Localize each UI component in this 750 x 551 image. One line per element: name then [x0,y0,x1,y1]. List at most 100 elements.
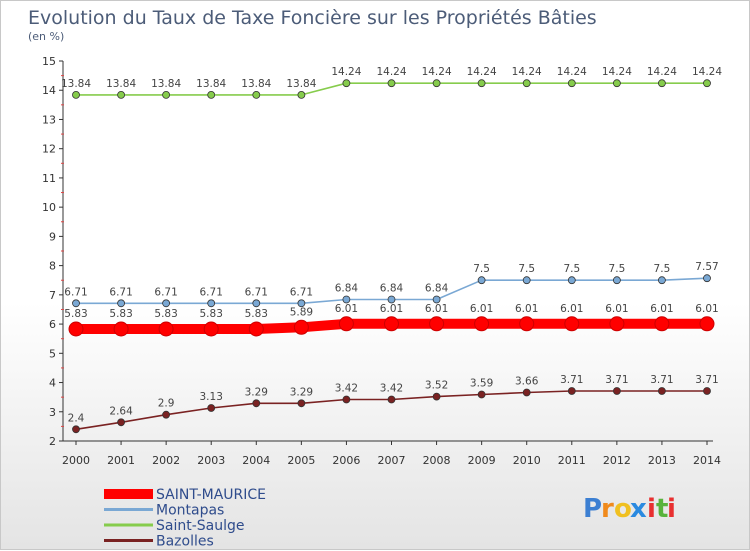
data-label: 13.84 [151,78,181,90]
legend: SAINT-MAURICEMontapasSaint-SaulgeBazolle… [104,487,266,550]
legend-label: Montapas [156,503,224,519]
data-label: 6.01 [650,303,673,315]
legend-label: Bazolles [156,534,214,550]
x-tick-label: 2010 [513,454,541,467]
data-point [387,395,396,404]
data-point [297,299,306,308]
data-point [613,387,621,395]
data-point [297,91,306,99]
data-label: 5.83 [154,308,177,320]
data-point [68,321,84,337]
data-point [703,274,711,283]
data-point [613,276,621,285]
data-label: 13.84 [286,78,316,90]
data-label: 6.71 [109,286,132,298]
data-point [699,316,715,332]
data-label: 14.24 [512,66,542,78]
data-label: 5.83 [109,308,132,320]
y-tick-label: 5 [49,347,56,360]
data-point [117,91,125,99]
data-label: 6.01 [335,303,358,315]
x-tick-label: 2005 [287,454,315,467]
data-point [613,79,621,88]
x-tick-label: 2012 [603,454,631,467]
x-tick-label: 2001 [107,454,135,467]
y-tick-label: 11 [42,172,56,185]
x-tick-label: 2006 [332,454,360,467]
x-tick-label: 2003 [197,454,225,467]
data-point [522,79,531,88]
data-point [113,321,129,337]
data-point [252,399,261,408]
data-point [658,79,666,88]
data-point [207,91,216,99]
logo-letter: P [583,494,602,524]
data-label: 14.24 [647,66,677,78]
data-label: 5.89 [290,306,313,318]
data-point [474,316,490,332]
data-label: 13.84 [61,78,91,90]
data-point [477,276,486,285]
data-label: 7.5 [473,263,490,275]
data-label: 6.71 [64,286,87,298]
y-tick-label: 9 [49,230,56,243]
data-point [567,79,576,88]
data-point [342,295,351,304]
data-label: 2.4 [68,412,85,424]
proxiti-logo: Pr ox i ti [583,494,676,524]
x-tick-label: 2008 [423,454,451,467]
data-label: 14.24 [376,66,406,78]
data-point [387,79,396,88]
data-point [158,321,174,337]
x-tick-label: 2000 [62,454,90,467]
data-label: 7.5 [654,263,671,275]
data-label: 14.24 [467,66,497,78]
x-tick-label: 2004 [242,454,270,467]
data-label: 6.01 [425,303,448,315]
data-point [522,388,531,397]
data-point [252,299,261,308]
data-label: 3.59 [470,378,493,390]
data-label: 5.83 [64,308,87,320]
data-point [207,299,216,308]
logo-letter: o [614,494,632,524]
chart-title: Evolution du Taux de Taxe Foncière sur l… [28,7,597,29]
chart-subtitle: (en %) [28,30,64,43]
y-tick-label: 12 [42,143,56,156]
data-point [248,321,264,337]
y-tick-label: 13 [42,113,56,126]
data-label: 6.84 [335,283,359,295]
data-point [342,395,351,404]
data-label: 6.71 [290,286,313,298]
x-tick-label: 2014 [693,454,721,467]
x-tick-label: 2013 [648,454,676,467]
x-tick-label: 2009 [468,454,496,467]
y-tick-label: 7 [49,289,56,302]
data-label: 14.24 [602,66,632,78]
data-label: 3.29 [245,386,268,398]
data-point [522,276,531,285]
data-point [477,390,486,399]
x-ticks: 2000 2001 2002 2003 2004 2005 2006 2007 2008 2009… [62,441,721,467]
data-label: 3.71 [650,374,673,386]
data-label: 6.01 [695,303,718,315]
logo-letter: t [656,494,668,524]
data-label: 14.24 [557,66,587,78]
data-label: 3.71 [560,374,583,386]
data-label: 6.84 [425,283,449,295]
data-point [162,410,171,419]
data-label: 7.5 [518,263,535,275]
data-point [703,387,711,395]
data-label: 6.71 [200,286,223,298]
data-point [387,295,396,304]
y-tick-label: 15 [42,55,56,68]
data-point [658,276,666,285]
data-point [477,79,486,88]
y-tick-label: 8 [49,260,56,273]
data-point [429,316,445,332]
data-label: 2.9 [158,398,175,410]
data-label: 3.42 [380,383,403,395]
data-point [519,316,535,332]
